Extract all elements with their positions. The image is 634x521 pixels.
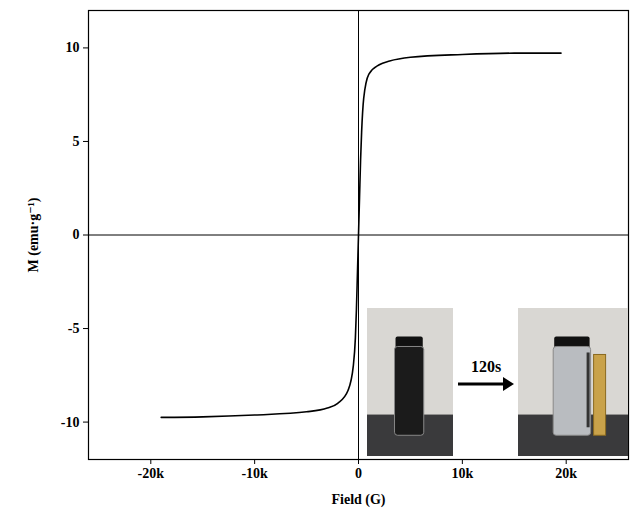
svg-text:-10: -10 (61, 415, 80, 430)
svg-text:20k: 20k (555, 466, 577, 481)
svg-text:10: 10 (66, 40, 80, 55)
svg-text:0: 0 (73, 227, 80, 242)
svg-text:5: 5 (73, 134, 80, 149)
svg-text:0: 0 (355, 466, 362, 481)
svg-text:-5: -5 (68, 321, 80, 336)
svg-text:-10k: -10k (241, 466, 268, 481)
svg-text:-20k: -20k (138, 466, 165, 481)
svg-text:Field (G): Field (G) (331, 492, 385, 508)
svg-text:M (emu·g⁻¹): M (emu·g⁻¹) (26, 197, 42, 272)
svg-text:120s: 120s (471, 358, 501, 375)
svg-text:10k: 10k (451, 466, 473, 481)
